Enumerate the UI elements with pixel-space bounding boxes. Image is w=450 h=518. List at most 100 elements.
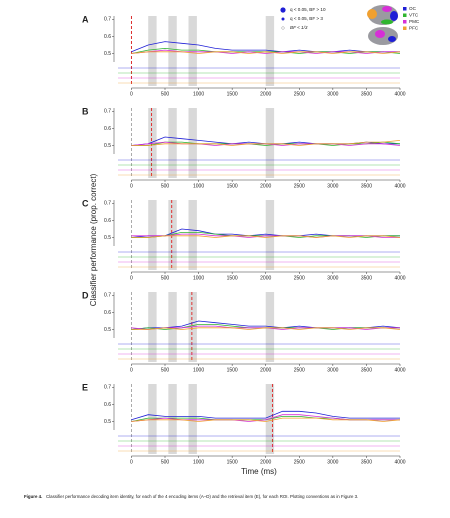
x-tick-label: 4000 [394,367,405,373]
x-tick-label: 500 [161,91,170,97]
x-tick-label: 1000 [193,183,204,189]
legend-label: PFC [409,26,419,31]
y-tick-label: 0.7 [104,201,111,207]
brain-region [382,6,392,12]
caption-text: Classifier performance decoding item ide… [46,494,358,499]
encoding-window [188,200,197,270]
panel-label: A [82,14,89,24]
y-tick-label: 0.6 [104,218,111,224]
y-tick-label: 0.6 [104,126,111,132]
x-tick-label: 2500 [294,91,305,97]
panel: E 0.5 0.6 0.7 0 500 1000 1500 2000 2500 3000 3500 40… [82,382,406,465]
legend-symbol [281,26,285,30]
y-tick-label: 0.7 [104,293,111,299]
roi-line [131,41,400,53]
x-tick-label: 3000 [327,367,338,373]
legend-label: BF < 1/3 [290,25,308,30]
y-tick-label: 0.5 [104,51,111,57]
y-tick-label: 0.6 [104,34,111,40]
x-tick-label: 3500 [361,183,372,189]
legend-label: q < 0.05, BF > 10 [290,7,326,12]
encoding-window [148,200,157,270]
x-tick-label: 4000 [394,275,405,281]
y-tick-label: 0.6 [104,310,111,316]
panel: D 0.5 0.6 0.7 0 500 1000 1500 2000 2500 3000 3500 40… [82,290,406,373]
x-tick-label: 4000 [394,459,405,465]
x-tick-label: 1500 [227,367,238,373]
encoding-window [188,384,197,454]
roi-line [131,235,401,238]
panel-label: E [82,382,88,392]
y-tick-label: 0.5 [104,419,111,425]
y-tick-label: 0.5 [104,327,111,333]
panel: C 0.5 0.6 0.7 0 500 1000 1500 2000 2500 3000 3500 40… [82,198,406,281]
x-tick-label: 2500 [294,367,305,373]
legend-symbol [281,17,285,21]
x-tick-label: 500 [161,459,170,465]
roi-line [131,233,400,238]
roi-line [131,327,401,330]
x-tick-label: 3000 [327,459,338,465]
x-tick-label: 1000 [193,367,204,373]
x-tick-label: 3500 [361,275,372,281]
legend-swatch [403,7,407,11]
x-tick-label: 4000 [394,183,405,189]
roi-line [131,49,400,54]
x-tick-label: 2500 [294,459,305,465]
x-tick-label: 0 [130,275,133,281]
brain-region [388,36,396,42]
roi-line [131,417,401,422]
x-tick-label: 3500 [361,367,372,373]
encoding-window [265,16,275,86]
roi-line [131,51,401,54]
brain-region [375,30,385,38]
x-tick-label: 1000 [193,275,204,281]
legend-label: VTC [409,13,419,18]
x-tick-label: 500 [161,367,170,373]
encoding-window [265,292,275,362]
x-tick-label: 2000 [260,183,271,189]
x-tick-label: 2500 [294,183,305,189]
y-tick-label: 0.7 [104,385,111,391]
roi-line [131,410,400,421]
x-tick-label: 1500 [227,183,238,189]
legend-swatch [403,13,407,17]
x-tick-label: 2000 [260,459,271,465]
brain-region [367,9,377,19]
caption-label: Figure 4. [24,494,42,499]
x-tick-label: 2500 [294,275,305,281]
x-tick-label: 2000 [260,367,271,373]
legend-label: PMC [409,19,420,24]
x-tick-label: 3500 [361,91,372,97]
x-tick-label: 3000 [327,91,338,97]
x-tick-label: 0 [130,459,133,465]
y-tick-label: 0.5 [104,235,111,241]
y-tick-label: 0.7 [104,109,111,115]
encoding-window [265,200,275,270]
legend-label: q < 0.05, BF > 3 [290,16,323,21]
legend-symbol [280,7,286,13]
legend-swatch [403,20,407,24]
panel-label: C [82,198,89,208]
y-axis-label: Classifier performance (prop. correct) [89,173,98,306]
panel-label: D [82,290,89,300]
x-tick-label: 4000 [394,91,405,97]
brain-region [381,19,393,25]
panel: B 0.5 0.6 0.7 0 500 1000 1500 2000 2500 3000 3500 40… [82,106,406,189]
encoding-window [188,16,197,86]
x-tick-label: 1500 [227,91,238,97]
x-tick-label: 0 [130,367,133,373]
x-tick-label: 500 [161,183,170,189]
encoding-window [265,108,275,178]
x-tick-label: 1000 [193,459,204,465]
legend-swatch [403,26,407,30]
legend-label: OC [409,6,417,11]
panel-label: B [82,106,89,116]
encoding-window [148,292,157,362]
x-tick-label: 0 [130,91,133,97]
x-tick-label: 2000 [260,91,271,97]
panel: A 0.5 0.6 0.7 0 500 1000 1500 2000 2500 3000 3500 40… [82,14,406,97]
x-tick-label: 1500 [227,275,238,281]
x-axis-label: Time (ms) [241,467,277,476]
